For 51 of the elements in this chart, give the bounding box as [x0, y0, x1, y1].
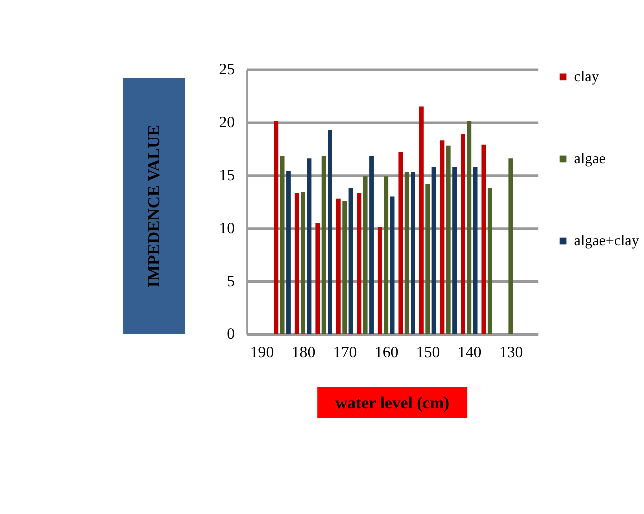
- y-tick-label: 5: [227, 273, 236, 290]
- bar: [280, 156, 285, 334]
- bar: [411, 172, 416, 334]
- bar: [357, 194, 362, 334]
- bar: [286, 171, 291, 334]
- y-tick-label: 0: [227, 326, 236, 344]
- y-tick-label: 25: [219, 62, 236, 79]
- x-tick-label: 170: [333, 344, 358, 362]
- bar: [452, 167, 457, 334]
- bar: [398, 152, 404, 334]
- bar: [432, 167, 436, 334]
- bar: [508, 158, 514, 334]
- bar: [301, 192, 306, 334]
- x-axis-title: water level (cm): [336, 393, 450, 412]
- x-tick-label: 130: [499, 344, 524, 362]
- legend-label: algae: [574, 152, 606, 168]
- bar: [274, 122, 279, 334]
- bar: [482, 144, 486, 334]
- bar: [328, 130, 332, 334]
- y-axis-title: IMPEDENCE VALUE: [144, 125, 164, 288]
- y-tick-label: 10: [219, 220, 236, 238]
- bar: [404, 172, 410, 334]
- bar: [348, 188, 354, 334]
- bar: [446, 146, 451, 334]
- bar: [378, 227, 382, 334]
- bar: [370, 156, 374, 334]
- bar: [460, 134, 466, 334]
- bar: [473, 167, 478, 334]
- x-tick-label: 190: [250, 344, 274, 362]
- bar: [294, 194, 300, 334]
- bar: [307, 158, 312, 334]
- x-tick-label: 140: [458, 344, 482, 362]
- legend-label: algae+clay: [574, 234, 640, 250]
- legend-label: clay: [574, 70, 600, 86]
- y-tick-label: 15: [219, 167, 236, 184]
- bar: [322, 156, 326, 334]
- x-tick-label: 160: [374, 344, 399, 362]
- bar: [384, 176, 389, 334]
- bar: [316, 223, 320, 334]
- x-tick-label: 180: [292, 344, 316, 362]
- bar: [488, 188, 492, 334]
- bar: [336, 198, 341, 334]
- bar: [363, 176, 368, 334]
- y-tick-label: 20: [219, 114, 236, 132]
- bar: [467, 122, 472, 334]
- bar: [426, 184, 430, 334]
- bar: [419, 106, 424, 334]
- bar: [440, 140, 445, 334]
- bar: [342, 200, 348, 334]
- bar: [390, 196, 395, 334]
- x-tick-label: 150: [416, 344, 440, 362]
